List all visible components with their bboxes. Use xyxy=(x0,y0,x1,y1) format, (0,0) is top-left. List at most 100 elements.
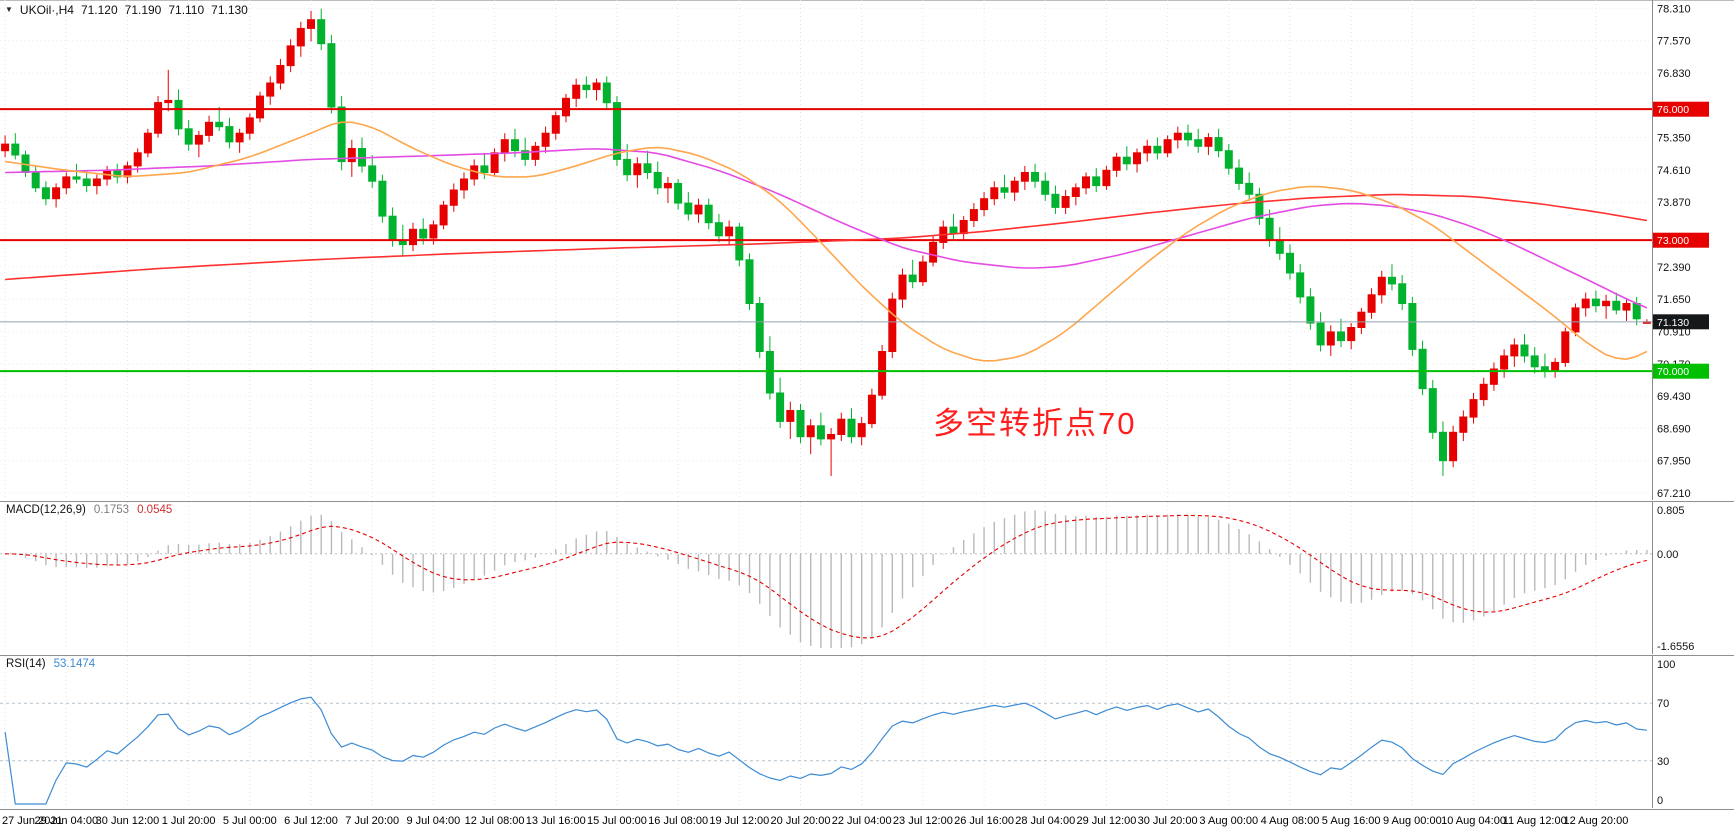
candle xyxy=(307,19,315,29)
candle xyxy=(143,132,152,154)
candle xyxy=(1163,139,1172,154)
candle xyxy=(786,410,795,422)
candle xyxy=(1612,300,1621,311)
candle xyxy=(133,152,142,167)
candle xyxy=(1479,383,1488,401)
time-axis-label: 28 Jul 04:00 xyxy=(1015,815,1076,827)
macd-scale-max-label: 0.805 xyxy=(1657,505,1685,517)
price-axis-label: 76.830 xyxy=(1657,68,1691,80)
price-axis-label: 72.390 xyxy=(1657,262,1691,274)
symbol-menu-icon[interactable]: ▼ xyxy=(5,5,13,14)
time-axis[interactable]: 27 Jun 2021 29 Jun 04:00 30 Jun 12:00 1 Jul… xyxy=(0,810,1734,839)
candle xyxy=(1143,145,1152,154)
time-axis-label: 5 Aug 16:00 xyxy=(1321,815,1381,827)
candle xyxy=(1622,303,1631,311)
candle xyxy=(11,143,20,156)
time-axis-label: 3 Aug 00:00 xyxy=(1199,815,1259,827)
candle xyxy=(837,418,846,436)
candle xyxy=(796,410,805,438)
ohlc-high-value: 71.190 xyxy=(124,3,162,17)
time-axis-label: 22 Jul 04:00 xyxy=(831,815,892,827)
candle xyxy=(1061,196,1070,208)
rsi-canvas[interactable]: 100 70 30 0 xyxy=(0,656,1734,808)
candle xyxy=(694,204,703,215)
candle xyxy=(1469,399,1478,418)
candle xyxy=(1000,187,1009,193)
candle xyxy=(1255,193,1264,219)
candle xyxy=(1010,180,1019,193)
candle xyxy=(1245,182,1254,195)
price-axis-label: 67.210 xyxy=(1657,488,1691,500)
candle xyxy=(1265,217,1274,241)
vertical-gridlines xyxy=(4,656,1597,808)
price-axis-label: 69.430 xyxy=(1657,391,1691,403)
rsi-panel: 100 70 30 0 RSI(14) 53.1474 xyxy=(0,656,1734,810)
price-badge-label: 70.000 xyxy=(1657,366,1689,378)
candle xyxy=(184,128,193,145)
candle xyxy=(500,139,509,154)
candle xyxy=(1367,294,1376,313)
macd-main-value: 0.1753 xyxy=(93,504,130,516)
candle xyxy=(531,145,540,160)
candle xyxy=(1326,331,1335,346)
candle xyxy=(419,228,428,239)
macd-signal-value: 0.0545 xyxy=(137,504,173,516)
time-axis-label: 30 Jun 12:00 xyxy=(95,815,160,827)
candle xyxy=(816,425,825,440)
candle xyxy=(1347,327,1356,342)
candle xyxy=(1133,152,1141,165)
candle xyxy=(368,165,377,182)
candle xyxy=(1092,176,1101,187)
candle xyxy=(1581,298,1590,309)
candle xyxy=(439,204,448,226)
macd-scale-labels: 0.805 0.00 -1.6556 xyxy=(1657,505,1694,653)
ohlc-close-value: 71.130 xyxy=(211,3,248,17)
horizontal-gridlines xyxy=(0,7,1652,494)
price-chart-canvas[interactable]: 78.310 77.570 76.830 75.350 74.610 73.870 72.3… xyxy=(0,0,1734,500)
candle xyxy=(225,126,234,143)
candle xyxy=(1530,355,1539,368)
candle xyxy=(215,121,224,128)
price-axis-label: 77.570 xyxy=(1657,36,1691,48)
time-axis-label: 6 Jul 12:00 xyxy=(284,815,338,827)
rsi-value: 53.1474 xyxy=(53,658,96,670)
candle xyxy=(1153,145,1162,154)
candle xyxy=(674,182,683,204)
candle xyxy=(653,172,662,189)
symbol-timeframe-label: UKOil·,H4 xyxy=(19,3,74,17)
candle xyxy=(551,115,560,134)
candle xyxy=(1398,283,1407,304)
candle xyxy=(765,351,774,394)
candle xyxy=(613,102,621,160)
macd-scale-min-label: -1.6556 xyxy=(1657,641,1694,653)
candle xyxy=(1591,298,1600,307)
candle xyxy=(480,165,489,173)
candle xyxy=(1306,296,1315,324)
support-resistance-lines[interactable] xyxy=(0,108,1652,373)
chart-annotation-text[interactable]: 多空转折点70 xyxy=(933,406,1137,441)
macd-canvas[interactable]: 0.805 0.00 -1.6556 xyxy=(0,502,1734,654)
candle xyxy=(980,198,989,211)
candle xyxy=(388,215,397,241)
candle xyxy=(1602,300,1611,307)
price-badge-box xyxy=(1653,101,1709,117)
candle xyxy=(1388,276,1396,285)
candle xyxy=(806,425,815,438)
rsi-scale-label: 100 xyxy=(1657,659,1675,671)
candle xyxy=(449,189,458,206)
candle xyxy=(633,163,642,176)
time-axis-label: 11 Aug 12:00 xyxy=(1502,815,1567,827)
price-axis-label: 71.650 xyxy=(1657,294,1691,306)
candle xyxy=(296,27,305,47)
candle xyxy=(205,121,213,136)
macd-label-bar: MACD(12,26,9) 0.1753 0.0545 xyxy=(6,504,172,516)
price-axis-label: 73.870 xyxy=(1657,197,1691,209)
candle xyxy=(1275,239,1284,254)
price-axis-label: 67.950 xyxy=(1657,456,1691,468)
candle xyxy=(337,106,346,163)
candle xyxy=(1500,355,1509,370)
candle xyxy=(1561,331,1570,363)
candle xyxy=(623,158,632,176)
rsi-label-bar: RSI(14) 53.1474 xyxy=(6,658,95,670)
candle xyxy=(1122,156,1131,165)
